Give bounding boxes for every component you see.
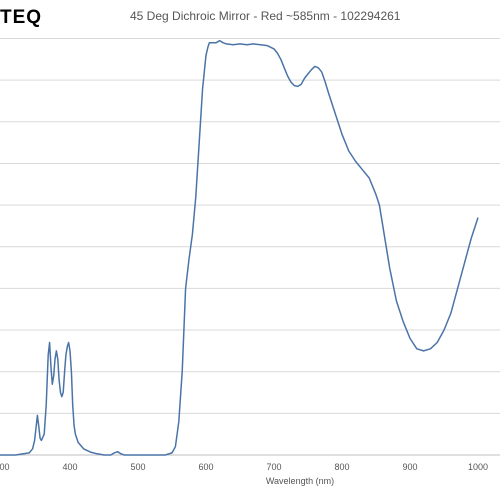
gridlines xyxy=(0,38,500,414)
x-tick-500: 500 xyxy=(130,462,145,472)
series-line xyxy=(0,39,479,456)
chart-title: 45 Deg Dichroic Mirror - Red ~585nm - 10… xyxy=(130,9,401,23)
x-axis-label: Wavelength (nm) xyxy=(266,476,334,486)
x-tick-800: 800 xyxy=(334,462,349,472)
x-tick-900: 900 xyxy=(402,462,417,472)
x-tick-600: 600 xyxy=(198,462,213,472)
x-tick-300: 300 xyxy=(0,462,10,472)
brand-logo: TEQ xyxy=(0,7,43,28)
x-tick-1000: 1000 xyxy=(468,462,488,472)
x-tick-400: 400 xyxy=(62,462,77,472)
x-tick-700: 700 xyxy=(266,462,281,472)
x-tick-labels: 300 400 500 600 700 800 900 1000 xyxy=(0,462,488,472)
